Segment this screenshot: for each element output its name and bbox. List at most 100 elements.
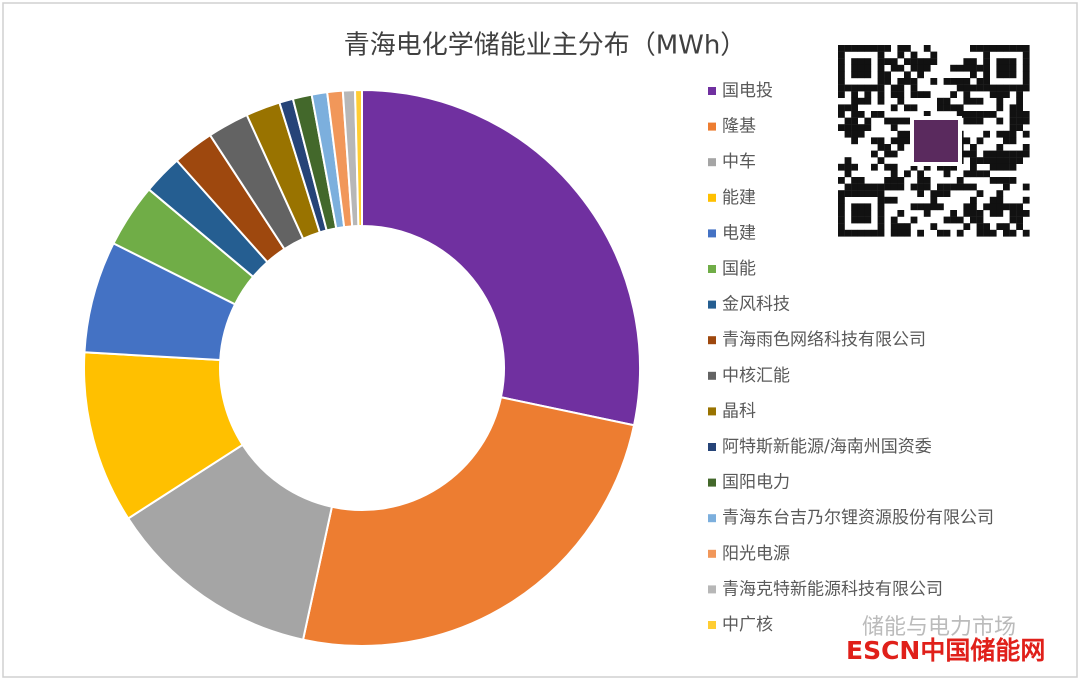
qr-cell xyxy=(956,183,964,191)
qr-cell xyxy=(983,78,990,85)
legend-label: 隆基 xyxy=(722,117,756,137)
qr-cell xyxy=(976,111,984,118)
qr-cell xyxy=(983,45,990,52)
qr-cell xyxy=(996,91,1004,98)
qr-code xyxy=(838,45,1030,237)
qr-cell xyxy=(1003,71,1010,79)
qr-cell xyxy=(950,210,957,217)
qr-cell xyxy=(877,97,885,105)
qr-cell xyxy=(1022,45,1030,52)
legend-label: 中车 xyxy=(722,152,756,172)
qr-cell xyxy=(1009,58,1017,65)
qr-cell xyxy=(838,91,845,98)
qr-cell xyxy=(917,71,924,79)
qr-cell xyxy=(917,58,924,65)
qr-cell xyxy=(857,183,865,191)
qr-cell xyxy=(989,150,997,158)
qr-cell xyxy=(844,124,852,131)
qr-cell xyxy=(1022,196,1030,204)
qr-cell xyxy=(983,51,990,59)
qr-cell xyxy=(864,45,872,52)
qr-cell xyxy=(970,97,977,105)
qr-cell xyxy=(1009,64,1017,72)
qr-cell xyxy=(890,117,898,125)
qr-cell xyxy=(844,163,852,171)
qr-cell xyxy=(890,137,898,145)
qr-cell xyxy=(897,51,905,59)
qr-cell xyxy=(1009,229,1017,237)
qr-cell xyxy=(1022,84,1030,92)
qr-cell xyxy=(857,203,865,211)
qr-cell xyxy=(838,210,845,217)
qr-cell xyxy=(857,210,865,217)
legend-swatch xyxy=(708,371,716,380)
qr-cell xyxy=(851,210,858,217)
donut-slice xyxy=(301,396,636,647)
qr-cell xyxy=(838,51,845,59)
qr-cell xyxy=(1016,157,1023,164)
qr-cell xyxy=(851,111,858,118)
qr-cell xyxy=(844,130,852,138)
qr-cell xyxy=(1003,177,1010,184)
qr-cell xyxy=(943,190,951,197)
qr-cell xyxy=(943,163,951,171)
qr-cell xyxy=(864,64,872,72)
qr-cell xyxy=(976,137,984,145)
qr-cell xyxy=(937,163,944,171)
qr-cell xyxy=(1016,210,1023,217)
qr-cell xyxy=(989,111,997,118)
qr-cell xyxy=(937,203,944,211)
qr-cell xyxy=(910,91,918,98)
qr-cell xyxy=(996,150,1004,158)
qr-cell xyxy=(897,144,905,151)
legend-swatch xyxy=(708,549,716,558)
qr-cell xyxy=(884,150,891,158)
qr-cell xyxy=(1016,104,1023,112)
qr-cell xyxy=(838,163,845,171)
qr-cell xyxy=(1022,64,1030,72)
qr-cell xyxy=(970,157,977,164)
qr-cell xyxy=(864,97,872,105)
qr-cell xyxy=(1003,130,1010,138)
qr-cell xyxy=(897,223,905,230)
qr-cell xyxy=(851,117,858,125)
qr-cell xyxy=(857,64,865,72)
qr-cell xyxy=(851,104,858,112)
qr-cell xyxy=(838,45,845,52)
qr-cell xyxy=(1009,157,1017,164)
qr-cell xyxy=(956,111,964,118)
qr-cell xyxy=(963,91,971,98)
qr-cell xyxy=(930,223,938,230)
qr-cell xyxy=(838,71,845,79)
qr-cell xyxy=(851,130,858,138)
qr-cell xyxy=(943,104,951,112)
qr-cell xyxy=(976,45,984,52)
qr-cell xyxy=(904,229,911,237)
qr-cell xyxy=(1003,91,1010,98)
qr-cell xyxy=(857,190,865,197)
qr-cell xyxy=(983,130,990,138)
qr-cell xyxy=(970,144,977,151)
qr-cell xyxy=(890,84,898,92)
qr-cell xyxy=(943,183,951,191)
qr-cell xyxy=(970,111,977,118)
qr-cell xyxy=(1009,163,1017,171)
qr-cell xyxy=(864,190,872,197)
qr-cell xyxy=(877,45,885,52)
qr-cell xyxy=(871,111,878,118)
qr-cell xyxy=(890,150,898,158)
qr-cell xyxy=(996,64,1004,72)
qr-cell xyxy=(963,78,971,85)
qr-cell xyxy=(877,91,885,98)
qr-cell xyxy=(857,84,865,92)
qr-cell xyxy=(976,229,984,237)
qr-cell xyxy=(963,170,971,178)
legend-swatch xyxy=(708,122,716,131)
qr-cell xyxy=(851,71,858,79)
qr-cell xyxy=(956,104,964,112)
legend-swatch xyxy=(708,265,716,273)
qr-cell xyxy=(1016,216,1023,224)
qr-cell xyxy=(897,45,905,52)
qr-cell xyxy=(877,229,885,237)
qr-cell xyxy=(970,210,977,217)
